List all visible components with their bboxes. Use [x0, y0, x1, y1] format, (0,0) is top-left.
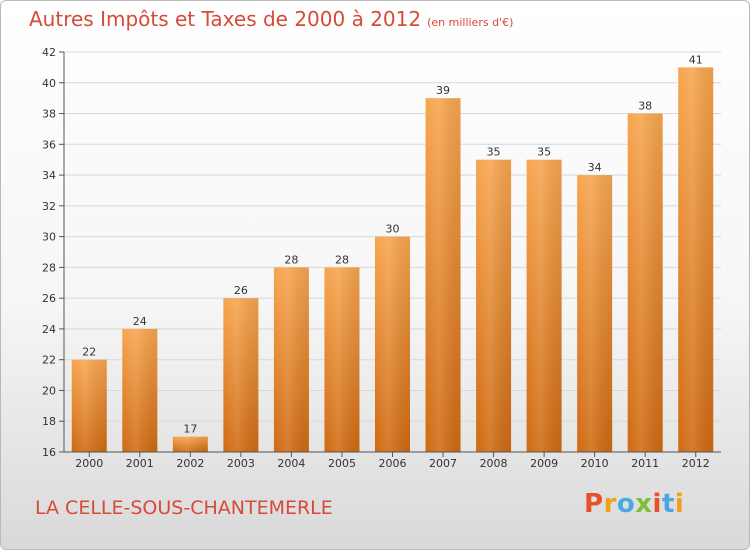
- y-tick-label: 32: [42, 200, 56, 213]
- data-label: 35: [537, 146, 551, 159]
- bar-shine: [375, 236, 410, 452]
- x-tick-label: 2007: [429, 457, 457, 470]
- bars-layer: 22 24 17 26 28 28 30 39 35 35 34 38 41: [71, 53, 714, 453]
- x-tick-label: 2010: [581, 457, 609, 470]
- x-tick-label: 2001: [126, 457, 154, 470]
- bar-shine: [476, 159, 512, 452]
- y-tick-label: 28: [42, 261, 56, 274]
- y-tick-label: 18: [42, 415, 56, 428]
- x-tick-label: 2006: [379, 457, 407, 470]
- data-label: 30: [386, 223, 400, 236]
- x-tick-label: 2002: [176, 457, 204, 470]
- x-tick-label: 2009: [530, 457, 558, 470]
- x-tick-label: 2003: [227, 457, 255, 470]
- bar-shine: [223, 298, 259, 452]
- data-label: 34: [588, 161, 602, 174]
- x-tick-label: 2008: [480, 457, 508, 470]
- logo-letter: x: [635, 489, 653, 519]
- data-label: 39: [436, 84, 450, 97]
- logo-letter: P: [584, 489, 604, 519]
- logo-letter: i: [674, 489, 685, 519]
- y-tick-label: 30: [42, 231, 56, 244]
- data-label: 26: [234, 284, 248, 297]
- logo-letter: i: [652, 489, 662, 519]
- bar-shine: [273, 267, 309, 452]
- y-tick-label: 20: [42, 384, 56, 397]
- bar-shine: [324, 267, 360, 452]
- bar-shine: [678, 67, 714, 452]
- data-label: 41: [689, 53, 703, 66]
- place-name: LA CELLE-SOUS-CHANTEMERLE: [35, 497, 333, 519]
- x-tick-label: 2000: [75, 457, 103, 470]
- chart-title: Autres Impôts et Taxes de 2000 à 2012 (en…: [29, 7, 513, 31]
- bar-shine: [425, 98, 461, 453]
- x-tick-label: 2004: [277, 457, 305, 470]
- bar-shine: [627, 113, 663, 453]
- y-tick-label: 26: [42, 292, 56, 305]
- data-label: 22: [82, 346, 96, 359]
- bar-shine: [71, 359, 107, 452]
- y-tick-label: 16: [42, 446, 56, 459]
- y-tick-label: 38: [42, 108, 56, 121]
- y-tick-label: 42: [42, 46, 56, 59]
- chart-title-text: Autres Impôts et Taxes de 2000 à 2012: [29, 7, 422, 31]
- bar-shine: [122, 328, 158, 452]
- y-tick-label: 22: [42, 354, 56, 367]
- chart-unit: (en milliers d'€): [427, 16, 514, 29]
- y-tick-label: 24: [42, 323, 56, 336]
- logo-letter: o: [616, 489, 636, 519]
- data-label: 28: [335, 253, 349, 266]
- data-label: 17: [183, 423, 197, 436]
- y-tick-label: 34: [42, 169, 56, 182]
- data-label: 35: [487, 146, 501, 159]
- bar-shine: [526, 159, 562, 452]
- x-tick-label: 2011: [631, 457, 659, 470]
- y-tick-label: 40: [42, 77, 56, 90]
- logo-letter: t: [661, 489, 675, 519]
- x-tick-label: 2012: [682, 457, 710, 470]
- x-tick-label: 2005: [328, 457, 356, 470]
- logo-letter: r: [603, 489, 617, 519]
- axis-layer: 16 18 20 22 24 26 28 30 32 34 36 38 40 42 2000 2001 2002…: [42, 46, 721, 470]
- bar-shine: [172, 436, 208, 452]
- data-label: 38: [638, 100, 652, 113]
- bar-shine: [577, 175, 613, 453]
- data-label: 24: [133, 315, 147, 328]
- proxiti-logo: Proxiti: [584, 489, 684, 519]
- y-tick-label: 36: [42, 138, 56, 151]
- data-label: 28: [284, 253, 298, 266]
